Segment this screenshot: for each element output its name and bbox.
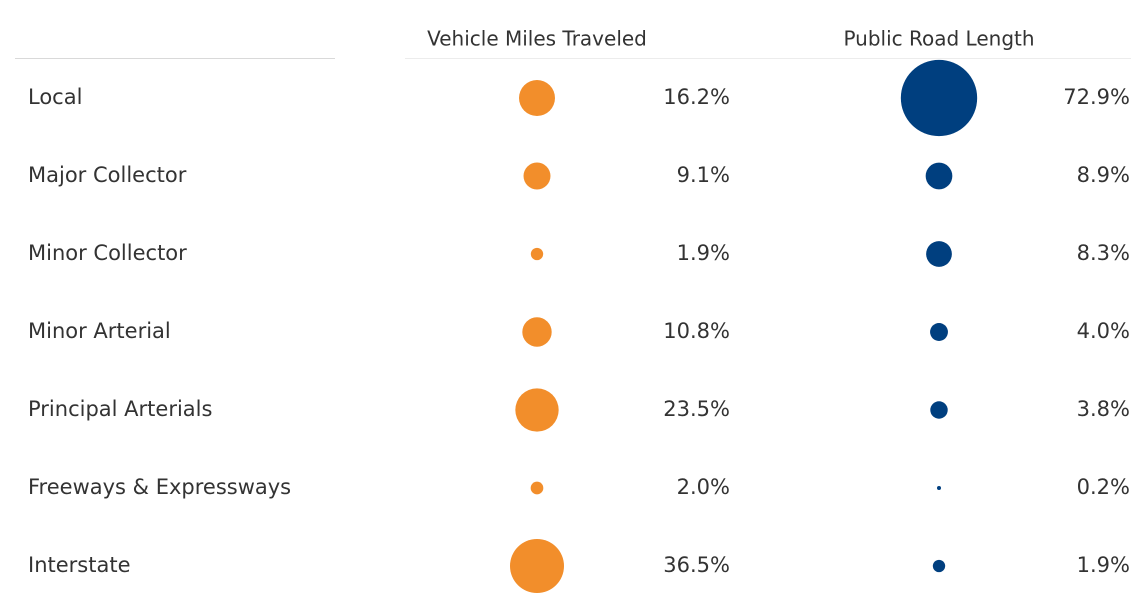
value-label: 0.2% <box>1077 475 1130 499</box>
row-label: Minor Arterial <box>28 319 171 343</box>
bubble <box>925 162 953 190</box>
row-label: Local <box>28 85 82 109</box>
row-label: Minor Collector <box>28 241 187 265</box>
row-label: Principal Arterials <box>28 397 212 421</box>
bubble <box>519 80 555 116</box>
value-label: 1.9% <box>677 241 730 265</box>
bubble <box>900 59 978 137</box>
bubble <box>932 559 946 573</box>
bubble <box>930 323 948 341</box>
value-label: 10.8% <box>663 319 730 343</box>
value-label: 16.2% <box>663 85 730 109</box>
bubble <box>530 481 544 495</box>
bubble <box>930 401 948 419</box>
row-label: Interstate <box>28 553 131 577</box>
bubble <box>926 241 952 267</box>
value-label: 9.1% <box>677 163 730 187</box>
bubble <box>515 388 559 432</box>
value-label: 8.3% <box>1077 241 1130 265</box>
row-label: Major Collector <box>28 163 187 187</box>
column-header: Vehicle Miles Traveled <box>427 27 647 51</box>
value-label: 36.5% <box>663 553 730 577</box>
value-label: 72.9% <box>1063 85 1130 109</box>
bubble <box>509 538 565 594</box>
value-label: 8.9% <box>1077 163 1130 187</box>
row-label: Freeways & Expressways <box>28 475 291 499</box>
value-label: 4.0% <box>1077 319 1130 343</box>
value-label: 1.9% <box>1077 553 1130 577</box>
value-label: 2.0% <box>677 475 730 499</box>
value-label: 23.5% <box>663 397 730 421</box>
value-label: 3.8% <box>1077 397 1130 421</box>
bubble <box>523 162 551 190</box>
bubble <box>522 317 552 347</box>
bubble <box>937 486 941 490</box>
column-header: Public Road Length <box>843 27 1034 51</box>
bubble <box>530 247 544 261</box>
